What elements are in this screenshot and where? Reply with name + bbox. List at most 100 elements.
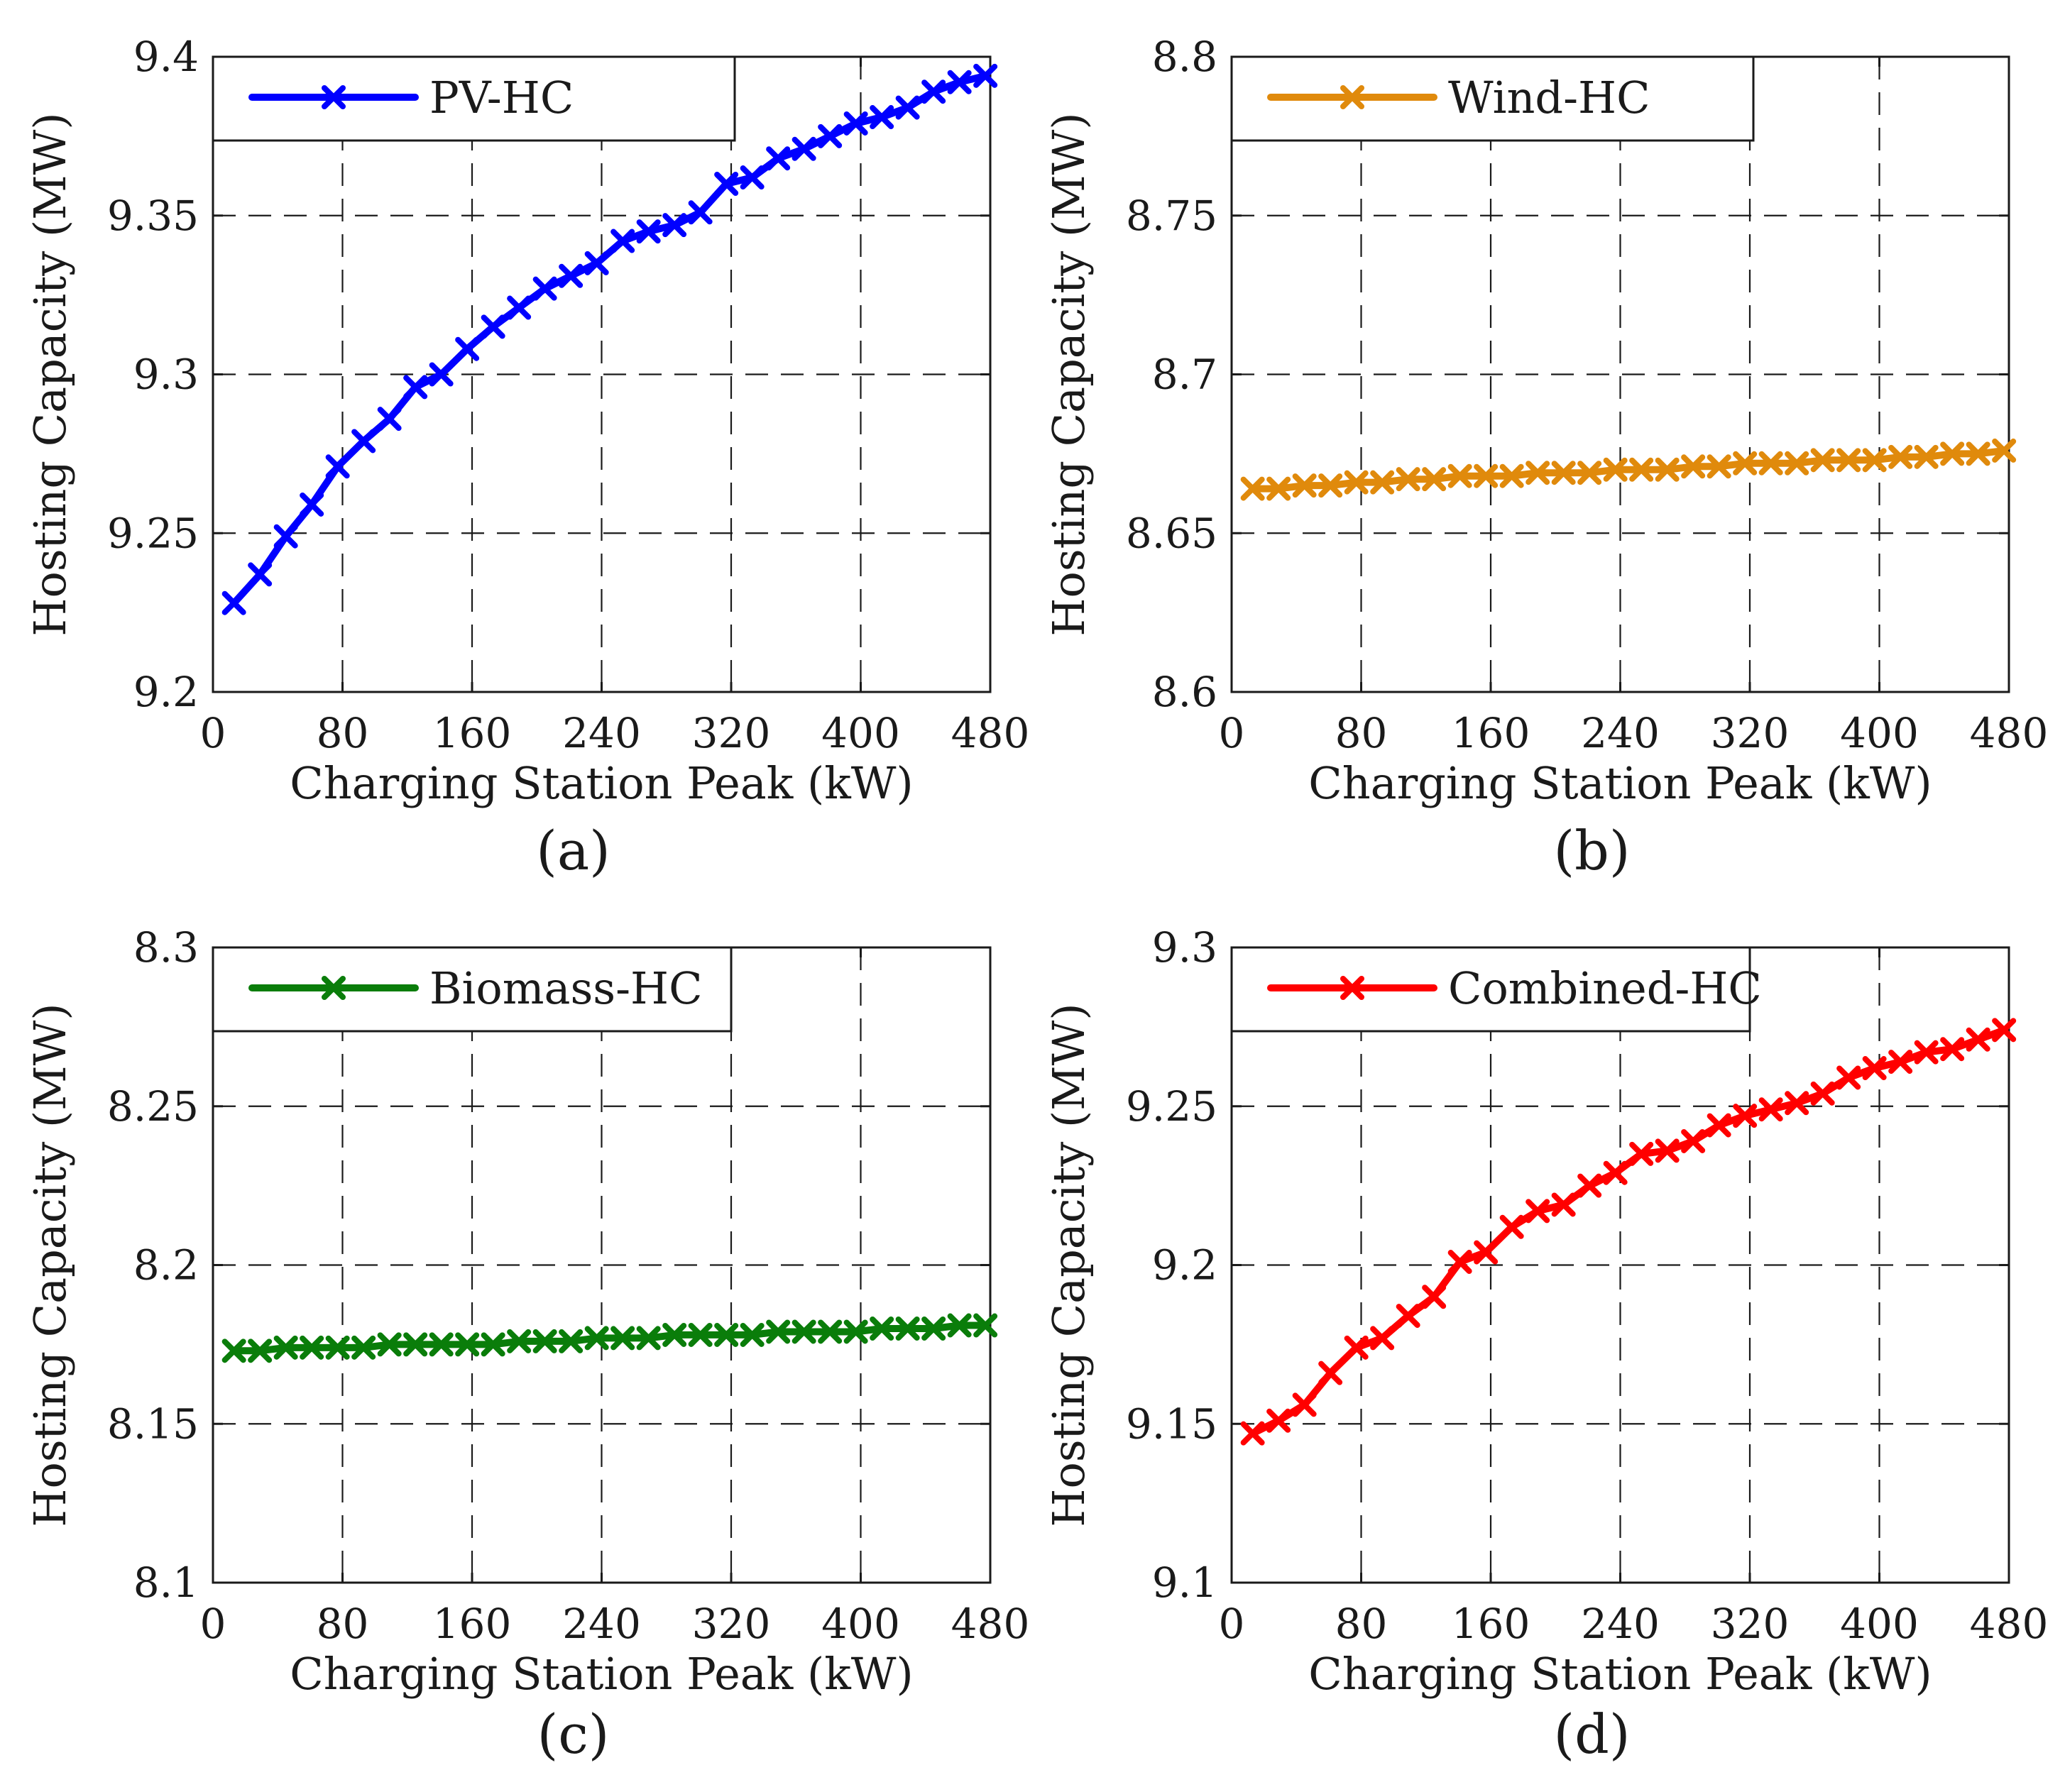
y-tick-label: 9.3 (133, 351, 199, 399)
data-point-marker (1758, 451, 1783, 476)
data-point-marker (1655, 1138, 1680, 1163)
data-point-marker (843, 1319, 868, 1344)
x-tick-label: 400 (1840, 709, 1919, 757)
data-point-marker (1888, 1050, 1913, 1074)
x-tick-label: 160 (433, 1600, 512, 1648)
y-tick-label: 8.15 (107, 1400, 199, 1448)
data-point-marker (973, 1313, 998, 1338)
data-point-marker (610, 229, 635, 253)
data-point-marker (610, 1326, 635, 1351)
data-point-marker (1629, 1141, 1654, 1166)
data-point-marker (300, 1335, 324, 1360)
data-point-marker (481, 1332, 505, 1357)
legend-label: Wind-HC (1448, 72, 1650, 123)
data-point-marker (1526, 461, 1550, 485)
data-point-marker (1370, 1326, 1395, 1351)
data-point-marker (1707, 1113, 1731, 1138)
data-point-marker (766, 146, 791, 171)
data-point-marker (792, 136, 816, 161)
data-point-marker (351, 1335, 376, 1360)
data-point-marker (1577, 1173, 1602, 1198)
data-point-marker (766, 1319, 791, 1344)
data-point-marker (1862, 1056, 1887, 1081)
data-point-marker (1603, 1160, 1628, 1185)
data-point-marker (1422, 467, 1447, 492)
chart-panel-2: 0 80 160 240 320 400 480 8.1 8.15 8.2 8.25 8.3 Charg… (24, 923, 1029, 1766)
legend-marker-icon (1340, 976, 1364, 1000)
data-point-marker (1447, 463, 1472, 488)
data-point-marker (1292, 473, 1317, 498)
data-point-marker (1370, 470, 1395, 495)
data-point-marker (1914, 1040, 1939, 1065)
data-point-marker (1577, 461, 1602, 485)
data-point-marker (1940, 1037, 1965, 1062)
x-tick-label: 240 (1581, 1600, 1660, 1648)
data-point-marker (921, 79, 946, 104)
chart-panel-3: 0 80 160 240 320 400 480 9.1 9.15 9.2 9.25 9.3 Charg… (1043, 923, 2048, 1766)
data-point-marker (1862, 448, 1887, 473)
data-point-marker (1992, 1018, 2017, 1043)
data-point-marker (740, 165, 765, 190)
x-tick-label: 160 (433, 709, 512, 757)
data-point-marker (1603, 457, 1628, 482)
data-point-marker (507, 295, 532, 320)
data-point-marker (584, 1326, 609, 1351)
data-point-marker (429, 362, 454, 387)
data-point-marker (377, 1332, 402, 1357)
data-point-marker (740, 1322, 765, 1347)
x-tick-label: 160 (1452, 1600, 1530, 1648)
y-tick-label: 9.35 (107, 192, 199, 240)
x-axis-label: Charging Station Peak (kW) (1308, 757, 1932, 809)
data-point-marker (1551, 461, 1576, 485)
y-tick-label: 8.2 (133, 1241, 199, 1290)
data-point-marker (1318, 473, 1343, 498)
data-point-marker (895, 95, 920, 120)
y-axis-label: Hosting Capacity (MW) (24, 112, 76, 636)
data-point-marker (1681, 1128, 1706, 1153)
data-point-marker (1914, 444, 1939, 469)
y-tick-label: 8.1 (133, 1559, 199, 1607)
data-point-marker (636, 1326, 661, 1351)
data-point-marker (325, 1335, 350, 1360)
x-tick-label: 240 (562, 709, 641, 757)
data-point-marker (662, 213, 687, 238)
x-tick-label: 160 (1452, 709, 1530, 757)
data-point-marker (1344, 1335, 1369, 1360)
y-tick-label: 8.7 (1152, 351, 1217, 399)
data-point-marker (1266, 1408, 1291, 1433)
data-point-marker (559, 263, 584, 288)
panel-caption: (b) (1554, 819, 1631, 882)
legend-label: Biomass-HC (429, 962, 703, 1014)
x-tick-label: 480 (1970, 1600, 2049, 1648)
data-point-marker (843, 111, 868, 136)
y-tick-label: 9.15 (1126, 1400, 1217, 1448)
y-tick-label: 9.3 (1152, 923, 1217, 972)
data-point-marker (947, 1313, 972, 1338)
data-point-marker (1655, 457, 1680, 482)
x-tick-label: 240 (562, 1600, 641, 1648)
legend-label: PV-HC (429, 72, 574, 123)
x-tick-label: 480 (951, 1600, 1030, 1648)
data-point-marker (403, 375, 428, 400)
data-point-marker (870, 105, 894, 130)
data-point-marker (532, 1329, 557, 1353)
y-tick-label: 9.2 (1152, 1241, 1217, 1290)
y-tick-label: 8.3 (133, 923, 199, 972)
y-axis-label: Hosting Capacity (MW) (1043, 1003, 1095, 1527)
legend-marker-icon (322, 976, 346, 1000)
x-tick-label: 80 (317, 1600, 369, 1648)
data-point-marker (1836, 1065, 1861, 1090)
data-point-marker (1292, 1392, 1317, 1417)
panel-caption: (c) (537, 1703, 610, 1766)
y-axis-label: Hosting Capacity (MW) (1043, 112, 1095, 636)
data-point-marker (1681, 454, 1706, 479)
x-tick-label: 400 (821, 1600, 900, 1648)
legend-marker-icon (322, 85, 346, 109)
x-tick-label: 320 (692, 1600, 771, 1648)
data-point-marker (1474, 463, 1499, 488)
data-point-marker (921, 1316, 946, 1341)
data-point-marker (1707, 454, 1731, 479)
data-point-marker (273, 524, 298, 549)
y-tick-label: 8.6 (1152, 668, 1217, 716)
chart-panel-0: 0 80 160 240 320 400 480 9.2 9.25 9.3 9.35 9.4 Charg… (24, 33, 1029, 882)
